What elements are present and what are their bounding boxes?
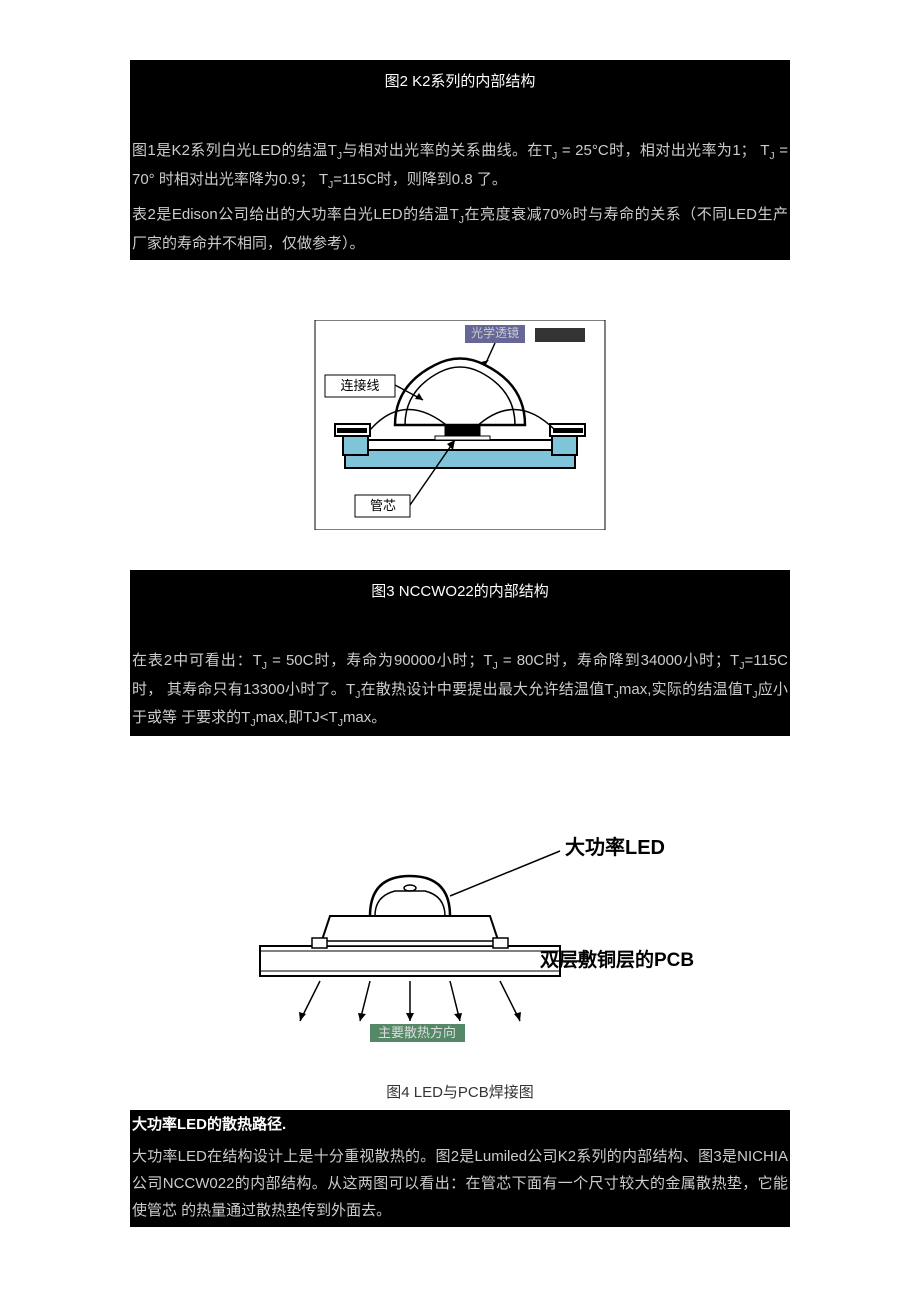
paragraph-4: 大功率LED在结构设计上是十分重视散热的。图2是Lumiled公司K2系列的内部…: [130, 1140, 790, 1227]
die-label: 管芯: [370, 498, 396, 513]
p3-text: 在表2中可看出：T: [132, 652, 262, 669]
p3-text: = 50C时，寿命为90000小时；T: [267, 652, 493, 669]
p4-text: 大功率LED在结构设计上是十分重视散热的。图2是Lumiled公司K2系列的内部…: [132, 1148, 788, 1219]
caption-text: 图4 LED与PCB焊接图: [386, 1084, 534, 1101]
lens-label: 光学透镜: [471, 325, 519, 340]
figure4-diagram: 大功率LED 双层敷铜层的PCB 主要散热方向: [130, 796, 790, 1056]
caption-text: 图3 NCCWO22的内部结构: [371, 583, 549, 600]
caption-text: 图2 K2系列的内部结构: [385, 73, 536, 90]
p3-text: = 80C时，寿命降到34000小时；T: [498, 652, 739, 669]
paragraph-2: 表2是Edison公司给出的大功率白光LED的结温TJ在亮度衰减70%时与寿命的…: [130, 198, 790, 260]
heading-text: 大功率LED的散热路径.: [132, 1116, 286, 1133]
p1-text3: = 25°C时，相对出光率为1； T: [557, 142, 769, 159]
pcb-label: 双层敷铜层的PCB: [540, 948, 694, 971]
p1-text2: 与相对出光率的关系曲线。在T: [342, 142, 552, 159]
p3-text: max,即TJ<T: [256, 709, 338, 726]
big-led-label: 大功率LED: [565, 835, 665, 859]
figure2-caption: 图2 K2系列的内部结构: [130, 60, 790, 134]
heading-dissipation-path: 大功率LED的散热路径.: [130, 1110, 790, 1140]
p1-text5: =115C时，则降到0.8 了。: [333, 171, 507, 188]
figure4-caption: 图4 LED与PCB焊接图: [130, 1076, 790, 1110]
figure3-caption: 图3 NCCWO22的内部结构: [130, 570, 790, 644]
wire-label: 连接线: [340, 378, 379, 393]
paragraph-1: 图1是K2系列白光LED的结温TJ与相对出光率的关系曲线。在TJ = 25°C时…: [130, 134, 790, 198]
p3-text: 在散热设计中要提出最大允许结温值T: [360, 681, 613, 698]
p3-text: max。: [343, 709, 386, 726]
paragraph-3: 在表2中可看出：TJ = 50C时，寿命为90000小时；TJ = 80C时，寿…: [130, 644, 790, 737]
p3-text: max,实际的结温值T: [619, 681, 752, 698]
figure3-diagram: 光学透镜 连接线 管芯: [130, 320, 790, 530]
p1-text1: 图1是K2系列白光LED的结温T: [132, 142, 337, 159]
p2-text1: 表2是Edison公司给出的大功率白光LED的结温T: [132, 206, 459, 223]
direction-label: 主要散热方向: [378, 1025, 456, 1040]
